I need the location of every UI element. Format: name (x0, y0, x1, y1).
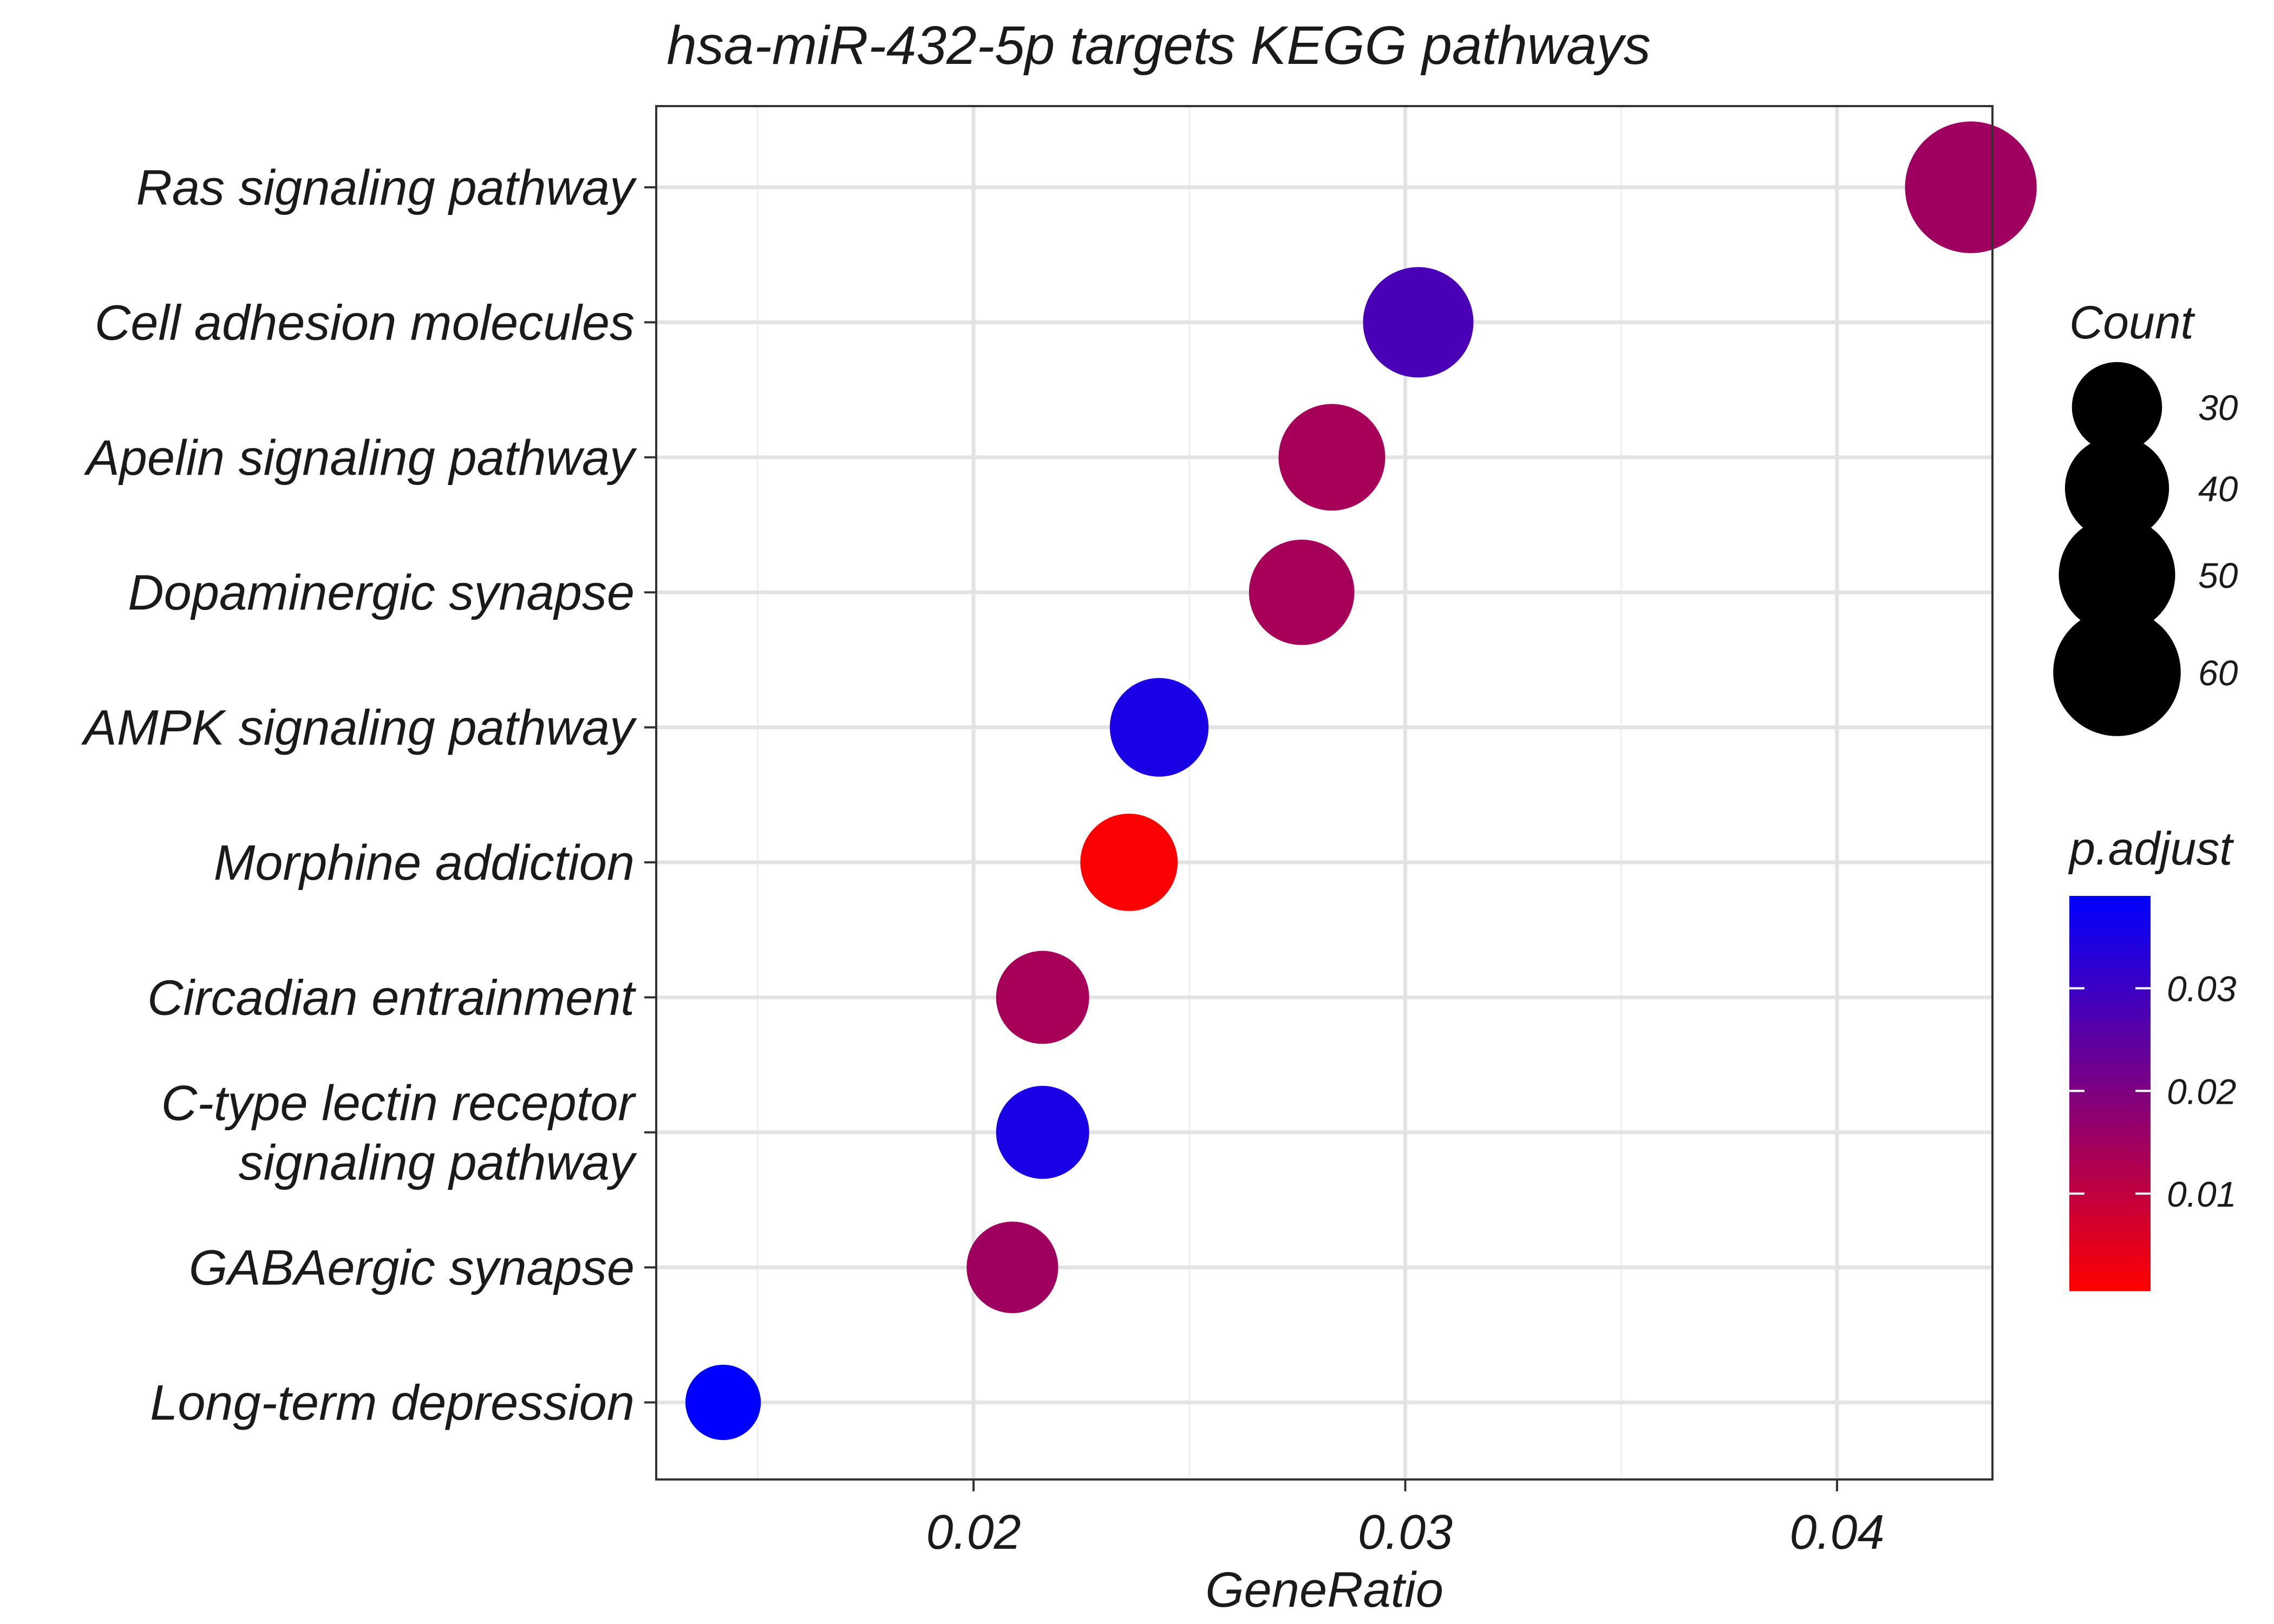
y-tick-label: Dopaminergic synapse (128, 565, 635, 620)
data-point (966, 1221, 1058, 1313)
count-legend-label: 30 (2198, 388, 2238, 428)
colorbar-label: 0.03 (2167, 969, 2237, 1009)
count-legend-key (2072, 362, 2162, 453)
y-tick-label: Morphine addiction (214, 835, 635, 890)
data-points (685, 121, 2037, 1440)
y-tick-label: Long-term depression (150, 1376, 635, 1431)
count-legend-key (2053, 608, 2181, 736)
data-point (996, 951, 1089, 1044)
data-point (996, 1085, 1089, 1179)
colorbar-label: 0.01 (2167, 1174, 2236, 1214)
count-legend-label: 60 (2198, 653, 2238, 693)
x-tick-label: 0.03 (1358, 1505, 1453, 1560)
data-point (1363, 267, 1474, 378)
plot-panel (655, 105, 1994, 1481)
y-axis: Ras signaling pathway Cell adhesion molec… (81, 160, 656, 1431)
chart-title: hsa-miR-432-5p targets KEGG pathways (666, 15, 1650, 76)
p-adjust-legend-title: p.adjust (2068, 823, 2234, 875)
data-point (685, 1364, 761, 1440)
y-tick-label: Circadian entrainment (147, 970, 636, 1025)
p-adjust-legend: p.adjust 0.01 0.02 0.03 (2068, 823, 2237, 1291)
data-point (1905, 121, 2037, 253)
y-tick-label: AMPK signaling pathway (81, 700, 637, 756)
x-axis: 0.02 0.03 0.04 (926, 1479, 1885, 1560)
y-tick-label: C-type lectin receptor (161, 1076, 637, 1131)
data-point (1278, 404, 1386, 511)
count-legend-label: 40 (2198, 469, 2238, 509)
colorbar-label: 0.02 (2167, 1071, 2236, 1111)
x-axis-title: GeneRatio (1205, 1562, 1443, 1618)
y-tick-label: signaling pathway (239, 1135, 637, 1190)
count-legend-title: Count (2069, 297, 2195, 349)
count-legend-label: 50 (2198, 555, 2238, 595)
data-point (1080, 814, 1178, 911)
major-gridlines (656, 106, 1992, 1479)
y-tick-label: Cell adhesion molecules (95, 295, 635, 350)
data-point (1249, 539, 1355, 645)
x-tick-label: 0.04 (1789, 1505, 1884, 1560)
y-tick-label: Apelin signaling pathway (83, 430, 637, 486)
y-tick-label: GABAergic synapse (189, 1240, 635, 1295)
data-point (1109, 678, 1209, 777)
x-tick-label: 0.02 (926, 1505, 1021, 1560)
count-legend: Count 30 40 50 60 (2053, 297, 2238, 736)
count-legend-key (2064, 436, 2170, 541)
y-tick-label: Ras signaling pathway (136, 160, 637, 215)
p-adjust-colorbar (2069, 896, 2151, 1291)
count-legend-key (2059, 516, 2175, 633)
minor-gridlines (756, 106, 1622, 1479)
